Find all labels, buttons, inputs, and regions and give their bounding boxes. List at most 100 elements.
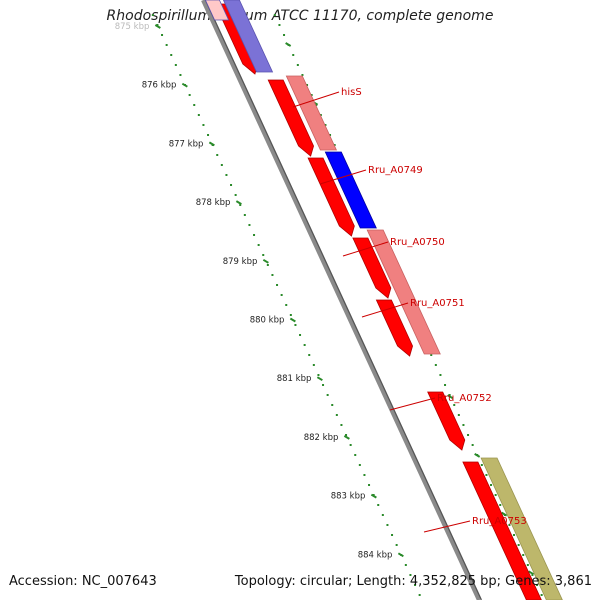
minor-tick (480, 464, 483, 466)
minor-tick (322, 384, 325, 386)
minor-tick (280, 294, 283, 296)
minor-tick (253, 234, 256, 236)
minor-tick (317, 374, 320, 376)
minor-tick (329, 134, 332, 136)
minor-tick (391, 534, 394, 536)
minor-tick (363, 474, 366, 476)
minor-tick (257, 244, 260, 246)
minor-tick (485, 474, 488, 476)
cds-block (462, 461, 542, 600)
minor-tick (161, 34, 164, 36)
callout-line (319, 169, 367, 185)
minor-tick (513, 534, 516, 536)
minor-tick (294, 324, 297, 326)
minor-tick (430, 354, 433, 356)
kbp-label: 883 kbp (331, 492, 366, 502)
minor-tick (414, 584, 417, 586)
major-tick (343, 435, 350, 440)
kbp-label: 881 kbp (277, 374, 312, 384)
minor-tick (508, 524, 511, 526)
minor-tick (439, 374, 442, 376)
cds-block (480, 457, 563, 600)
minor-tick (216, 154, 219, 156)
kbp-label: 876 kbp (142, 81, 177, 91)
major-tick (289, 317, 296, 323)
minor-tick (319, 114, 322, 116)
accession-text: Accession: NC_007643 (9, 574, 157, 589)
minor-tick (536, 584, 539, 586)
minor-tick (273, 14, 276, 16)
minor-tick (266, 264, 269, 266)
minor-tick (299, 334, 302, 336)
minor-tick (434, 364, 437, 366)
minor-tick (225, 174, 228, 176)
minor-tick (197, 114, 200, 116)
gene-callouts: hisS Rru_A0749 Rru_A0750 Rru_A0751 Rru_A0752… (292, 87, 527, 533)
cds-block (366, 229, 441, 355)
major-tick (501, 511, 508, 517)
callout-line (292, 91, 340, 108)
minor-tick (278, 24, 281, 26)
callout-line (389, 397, 436, 411)
minor-tick (462, 424, 465, 426)
minor-tick (312, 364, 315, 366)
major-tick (262, 258, 269, 264)
major-tick (316, 376, 323, 382)
minor-tick (522, 554, 525, 556)
minor-tick (174, 64, 177, 66)
cds-block (267, 79, 314, 157)
minor-tick (289, 314, 292, 316)
minor-tick (404, 564, 407, 566)
major-tick (235, 200, 242, 205)
minor-tick (262, 254, 265, 256)
minor-tick (354, 454, 357, 456)
minor-tick (303, 344, 306, 346)
minor-tick (490, 484, 493, 486)
minor-tick (220, 164, 223, 166)
gene-label: Rru_A0753 (472, 516, 527, 527)
major-tick (528, 570, 535, 576)
minor-tick (285, 304, 288, 306)
major-tick (181, 82, 188, 88)
minor-tick (418, 594, 421, 596)
minor-tick (276, 284, 279, 286)
callout-line (342, 241, 389, 257)
kbp-label: 875 kbp (115, 22, 150, 32)
gene-label: Rru_A0750 (390, 237, 445, 248)
minor-tick (467, 434, 470, 436)
callout-line (423, 520, 471, 533)
kbp-tick-ruler: 875 kbp 876 kbp 877 kbp 878 kbp 879 kbp 880 k… (115, 14, 421, 596)
major-tick (474, 453, 481, 458)
cds-block (427, 391, 466, 451)
minor-tick (471, 444, 474, 446)
minor-tick (239, 204, 242, 206)
genome-summary-text: Topology: circular; Length: 4,352,825 bp… (234, 574, 592, 589)
minor-tick (453, 404, 456, 406)
minor-tick (333, 144, 336, 146)
cds-block (307, 157, 355, 237)
minor-tick (494, 494, 497, 496)
backbone-edge (204, 0, 482, 600)
minor-tick (296, 64, 299, 66)
minor-tick (165, 44, 168, 46)
minor-tick (381, 514, 384, 516)
minor-tick (395, 544, 398, 546)
major-tick (370, 493, 377, 499)
callout-line (361, 302, 409, 318)
cds-block (204, 0, 230, 21)
minor-tick (349, 444, 352, 446)
major-tick (154, 24, 161, 29)
minor-tick (444, 384, 447, 386)
backbone-line (201, 0, 482, 600)
minor-tick (448, 394, 451, 396)
minor-tick (499, 504, 502, 506)
major-tick (208, 141, 215, 147)
minor-tick (457, 414, 460, 416)
minor-tick (283, 34, 286, 36)
minor-tick (331, 404, 334, 406)
gene-label: Rru_A0752 (437, 393, 492, 404)
genome-backbone (201, 0, 482, 600)
minor-tick (531, 574, 534, 576)
minor-tick (170, 54, 173, 56)
